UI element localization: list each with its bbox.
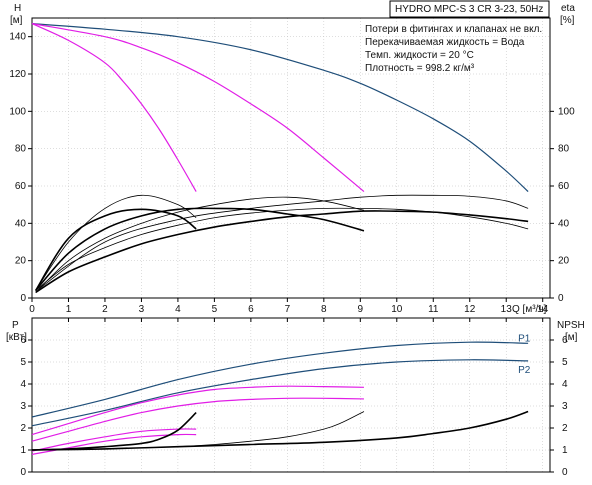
efficiency-curve bbox=[35, 194, 197, 291]
head-curve bbox=[31, 23, 365, 193]
efficiency-curve bbox=[35, 210, 529, 294]
npsh-tick-label: 3 bbox=[562, 401, 568, 412]
npsh-tick-label: 4 bbox=[562, 379, 568, 390]
y-left-tick-label: 140 bbox=[9, 32, 26, 43]
p-tick-label: 4 bbox=[20, 379, 26, 390]
p-tick-label: 3 bbox=[20, 401, 26, 412]
chart-note: Темп. жидкости = 20 °C bbox=[365, 50, 474, 61]
chart-title: HYDRO MPC-S 3 CR 3-23, 50Hz bbox=[395, 4, 543, 15]
x-tick-label: 0 bbox=[29, 304, 35, 315]
y-left-tick-label: 60 bbox=[15, 181, 27, 192]
x-tick-label: 13 bbox=[501, 304, 513, 315]
npsh-tick-label: 6 bbox=[562, 335, 568, 346]
title-box bbox=[389, 0, 550, 18]
x-tick-label: 5 bbox=[212, 304, 218, 315]
top-plot-frame bbox=[31, 17, 551, 299]
y-right-tick-label: 60 bbox=[558, 181, 570, 192]
x-tick-label: 8 bbox=[321, 304, 327, 315]
P2-curve bbox=[31, 397, 364, 442]
y-right-unit: [%] bbox=[560, 15, 575, 26]
chart-note: Перекачиваемая жидкость = Вода bbox=[365, 37, 525, 48]
efficiency-curve bbox=[39, 194, 529, 289]
p-tick-label: 0 bbox=[20, 467, 26, 478]
x-tick-label: 7 bbox=[285, 304, 291, 315]
p-unit: [кВт] bbox=[6, 332, 27, 343]
npsh-unit: [м] bbox=[565, 332, 578, 343]
NPSH-curve bbox=[31, 412, 197, 451]
y-right-tick-label: 100 bbox=[558, 106, 575, 117]
npsh-tick-label: 5 bbox=[562, 357, 568, 368]
y-left-tick-label: 120 bbox=[9, 69, 26, 80]
P1-curve bbox=[31, 385, 364, 436]
NPSH-curve bbox=[31, 410, 529, 451]
NPSH-curve bbox=[31, 411, 365, 451]
y-left-unit: [м] bbox=[10, 15, 23, 26]
y-right-tick-label: 80 bbox=[558, 144, 570, 155]
chart-note: Потери в фитингах и клапанах не вкл. bbox=[365, 23, 542, 35]
y-right-tick-label: 0 bbox=[558, 293, 564, 304]
p-tick-label: 6 bbox=[20, 335, 26, 346]
y-right-tick-label: 40 bbox=[558, 218, 570, 229]
P2-curve bbox=[31, 359, 529, 427]
p-tick-label: 1 bbox=[20, 445, 26, 456]
y-right-label: eta bbox=[561, 3, 575, 14]
x-tick-label: 12 bbox=[464, 304, 476, 315]
head-curve bbox=[31, 23, 529, 193]
efficiency-curve bbox=[35, 196, 365, 293]
x-tick-label: 2 bbox=[102, 304, 108, 315]
p-tick-label: 2 bbox=[20, 423, 26, 434]
P2-curve bbox=[31, 433, 197, 455]
x-tick-label: 14 bbox=[537, 304, 549, 315]
y-left-tick-label: 40 bbox=[15, 218, 27, 229]
x-axis-label: Q [м³/ч] bbox=[512, 304, 547, 315]
x-tick-label: 3 bbox=[139, 304, 145, 315]
p-label: P bbox=[12, 320, 19, 331]
head-curve bbox=[31, 23, 197, 192]
series-label-p1: P1 bbox=[518, 333, 531, 344]
x-tick-label: 1 bbox=[66, 304, 72, 315]
y-left-tick-label: 80 bbox=[15, 144, 27, 155]
x-tick-label: 9 bbox=[358, 304, 364, 315]
npsh-tick-label: 0 bbox=[562, 467, 568, 478]
npsh-tick-label: 2 bbox=[562, 423, 568, 434]
x-tick-label: 6 bbox=[248, 304, 254, 315]
x-tick-label: 10 bbox=[391, 304, 403, 315]
P1-curve bbox=[31, 341, 529, 418]
efficiency-curve bbox=[34, 208, 197, 291]
y-right-tick-label: 20 bbox=[558, 256, 570, 267]
y-left-label: H bbox=[14, 3, 21, 14]
bottom-plot-frame bbox=[31, 317, 551, 473]
efficiency-curve bbox=[35, 207, 529, 291]
x-tick-label: 4 bbox=[175, 304, 181, 315]
y-left-tick-label: 0 bbox=[20, 293, 26, 304]
npsh-label: NPSH bbox=[557, 320, 585, 331]
x-tick-label: 11 bbox=[428, 304, 439, 315]
y-left-tick-label: 100 bbox=[9, 106, 26, 117]
y-left-tick-label: 20 bbox=[15, 256, 27, 267]
p-tick-label: 5 bbox=[20, 357, 26, 368]
chart-note: Плотность = 998.2 кг/м³ bbox=[365, 63, 475, 74]
npsh-tick-label: 1 bbox=[562, 445, 568, 456]
series-label-p2: P2 bbox=[518, 365, 531, 376]
